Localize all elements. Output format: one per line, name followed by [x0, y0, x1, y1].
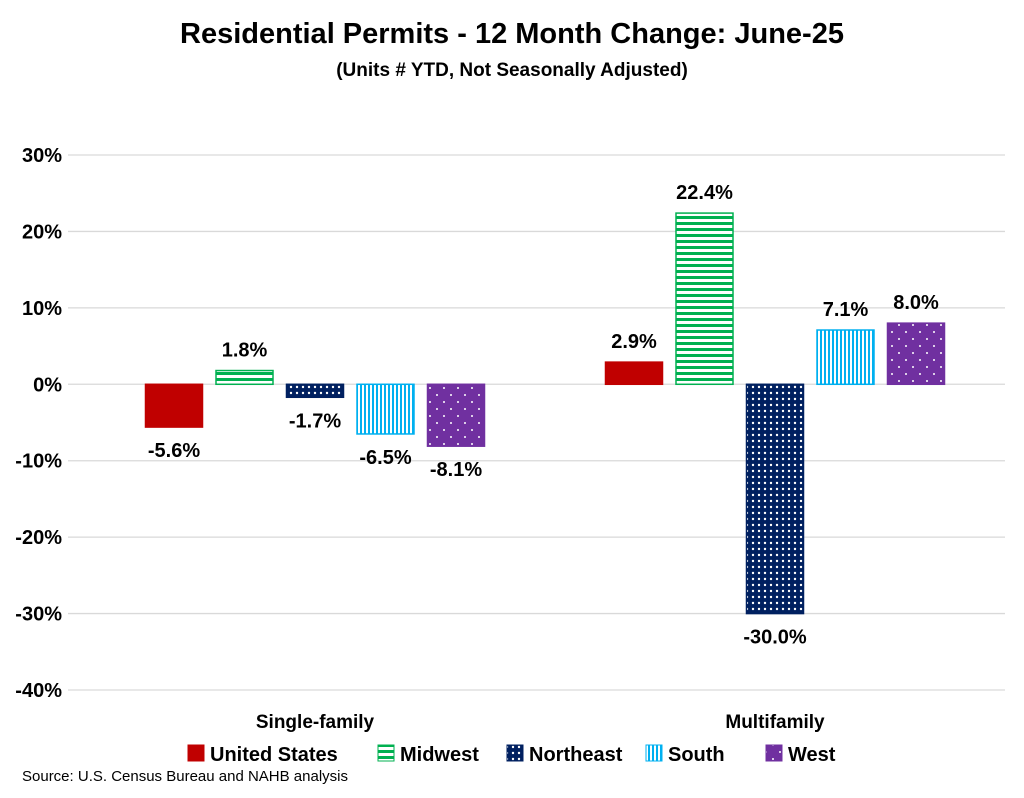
- bar-midwest: [215, 369, 274, 386]
- bar-south: [816, 329, 875, 386]
- legend-swatch-united-states: [187, 744, 205, 762]
- legend-label: Northeast: [529, 744, 623, 766]
- y-tick-label: -20%: [15, 527, 62, 549]
- data-label: 22.4%: [676, 182, 733, 204]
- data-label: -6.5%: [359, 447, 411, 469]
- data-label: 8.0%: [893, 292, 939, 314]
- chart-subtitle: (Units # YTD, Not Seasonally Adjusted): [336, 60, 688, 81]
- data-label: -8.1%: [430, 459, 482, 481]
- y-tick-label: 30%: [22, 145, 62, 167]
- data-label: 1.8%: [222, 340, 268, 362]
- bar-united-states: [604, 361, 664, 386]
- y-tick-label: -30%: [15, 604, 62, 626]
- bar-midwest: [675, 212, 734, 386]
- bar-northeast: [745, 383, 805, 615]
- y-tick-label: 20%: [22, 221, 62, 243]
- bar-northeast: [285, 383, 345, 399]
- y-tick-label: -40%: [15, 680, 62, 702]
- bar-south: [356, 383, 415, 435]
- legend-label: United States: [210, 744, 338, 766]
- legend-label: South: [668, 744, 725, 766]
- bar-united-states: [144, 383, 204, 428]
- legend-swatch-south: [645, 744, 663, 762]
- y-tick-label: 0%: [33, 374, 62, 396]
- x-category-label: Multifamily: [725, 712, 825, 733]
- chart-title: Residential Permits - 12 Month Change: J…: [180, 18, 844, 50]
- legend-swatch-northeast: [506, 744, 524, 762]
- y-tick-label: 10%: [22, 298, 62, 320]
- data-label: -1.7%: [289, 410, 341, 432]
- legend-label: West: [788, 744, 836, 766]
- source-note: Source: U.S. Census Bureau and NAHB anal…: [22, 768, 348, 785]
- bar-west: [426, 383, 486, 447]
- legend-swatch-west: [765, 744, 783, 762]
- legend-swatch-midwest: [377, 744, 395, 762]
- x-category-label: Single-family: [256, 712, 375, 733]
- data-label: -30.0%: [743, 627, 807, 649]
- data-label: -5.6%: [148, 440, 200, 462]
- legend-label: Midwest: [400, 744, 479, 766]
- data-label: 2.9%: [611, 331, 657, 353]
- bar-west: [886, 322, 946, 386]
- y-tick-label: -10%: [15, 451, 62, 473]
- data-label: 7.1%: [823, 299, 869, 321]
